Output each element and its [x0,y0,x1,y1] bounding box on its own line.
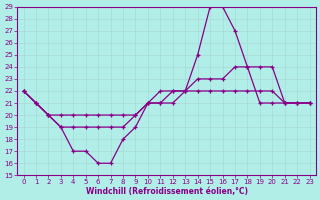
X-axis label: Windchill (Refroidissement éolien,°C): Windchill (Refroidissement éolien,°C) [85,187,248,196]
